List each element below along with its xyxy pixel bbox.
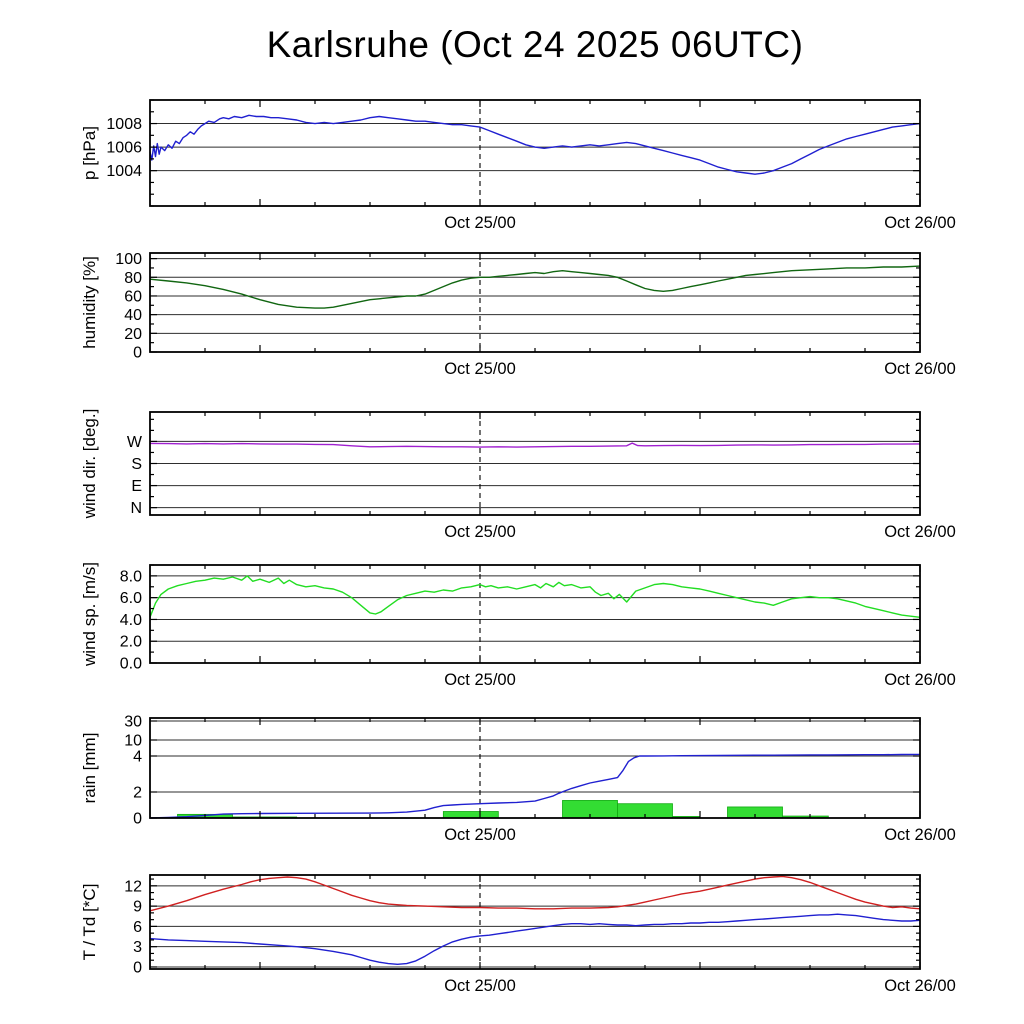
y-tick-label: 8.0 bbox=[120, 568, 142, 585]
rain-accumulated-line bbox=[149, 753, 921, 819]
chart-title: Karlsruhe (Oct 24 2025 06UTC) bbox=[266, 24, 804, 65]
y-tick-label: 40 bbox=[124, 307, 142, 324]
y-tick-label: 80 bbox=[124, 270, 142, 287]
y-tick-label: W bbox=[127, 434, 143, 451]
x-tick-label: Oct 26/00 bbox=[884, 214, 956, 232]
y-axis-title: humidity [%] bbox=[80, 256, 99, 349]
y-tick-label: S bbox=[131, 456, 142, 473]
x-tick-label: Oct 25/00 bbox=[444, 360, 516, 378]
x-tick-label: Oct 25/00 bbox=[444, 671, 516, 689]
y-tick-label: 30 bbox=[124, 714, 142, 731]
y-tick-label: 1004 bbox=[106, 163, 142, 180]
rain-bar bbox=[442, 811, 499, 819]
x-tick-label: Oct 26/00 bbox=[884, 523, 956, 541]
panel-temperature: 0 3 6 9 12 Oct 25/00 Oct 26/00 T / Td [*C] bbox=[80, 874, 956, 995]
y-tick-label: 0 bbox=[133, 959, 142, 976]
y-tick-label: 6 bbox=[133, 919, 142, 936]
y-tick-label: N bbox=[130, 500, 142, 517]
x-tick-label: Oct 26/00 bbox=[884, 671, 956, 689]
temperature-line bbox=[149, 875, 921, 912]
panel-frame bbox=[149, 717, 921, 819]
y-tick-label: 0 bbox=[133, 811, 142, 828]
x-tick-label: Oct 26/00 bbox=[884, 360, 956, 378]
wind-direction-line bbox=[149, 442, 921, 448]
humidity-line bbox=[149, 265, 921, 309]
y-axis-title: p [hPa] bbox=[80, 126, 99, 180]
panel-frame bbox=[149, 564, 921, 664]
panel-frame bbox=[149, 252, 921, 353]
y-tick-label: 4.0 bbox=[120, 612, 142, 629]
x-tick-label: Oct 26/00 bbox=[884, 977, 956, 995]
y-tick-label: 1008 bbox=[106, 116, 142, 133]
y-axis-title: wind dir. [deg.] bbox=[80, 409, 99, 520]
wind-speed-line bbox=[149, 575, 921, 618]
y-tick-label: 2 bbox=[133, 785, 142, 802]
y-tick-label: 20 bbox=[124, 326, 142, 343]
x-tick-label: Oct 25/00 bbox=[444, 977, 516, 995]
y-tick-label: E bbox=[131, 478, 142, 495]
y-axis-title: wind sp. [m/s] bbox=[80, 562, 99, 667]
panel-frame bbox=[149, 99, 921, 207]
pressure-line bbox=[149, 114, 921, 175]
y-tick-label: 10 bbox=[124, 733, 142, 750]
x-tick-label: Oct 25/00 bbox=[444, 826, 516, 844]
y-tick-label: 2.0 bbox=[120, 634, 142, 651]
panel-wind-speed: 0.0 2.0 4.0 6.0 8.0 Oct 25/00 Oct 26/00 wind sp… bbox=[80, 562, 956, 689]
y-tick-label: 6.0 bbox=[120, 590, 142, 607]
y-tick-label: 0.0 bbox=[120, 656, 142, 673]
y-tick-label: 9 bbox=[133, 899, 142, 916]
y-axis-title: T / Td [*C] bbox=[80, 884, 99, 961]
y-tick-label: 3 bbox=[133, 939, 142, 956]
dewpoint-line bbox=[149, 913, 921, 965]
panel-pressure: 1004 1006 1008 Oct 25/00 Oct 26/00 p [hPa] bbox=[80, 99, 956, 232]
y-tick-label: 1006 bbox=[106, 140, 142, 157]
y-tick-label: 4 bbox=[133, 749, 142, 766]
x-tick-label: Oct 25/00 bbox=[444, 214, 516, 232]
panel-frame bbox=[149, 874, 921, 970]
x-tick-label: Oct 25/00 bbox=[444, 523, 516, 541]
x-tick-label: Oct 26/00 bbox=[884, 826, 956, 844]
panel-rain: 0 2 410 30 Oct 25/00 Oct 26/00 rain [mm] bbox=[80, 714, 956, 845]
y-tick-label: 0 bbox=[133, 345, 142, 362]
y-tick-label: 12 bbox=[124, 878, 142, 895]
y-axis-title: rain [mm] bbox=[80, 733, 99, 804]
y-tick-label: 100 bbox=[115, 251, 142, 268]
y-tick-label: 60 bbox=[124, 288, 142, 305]
